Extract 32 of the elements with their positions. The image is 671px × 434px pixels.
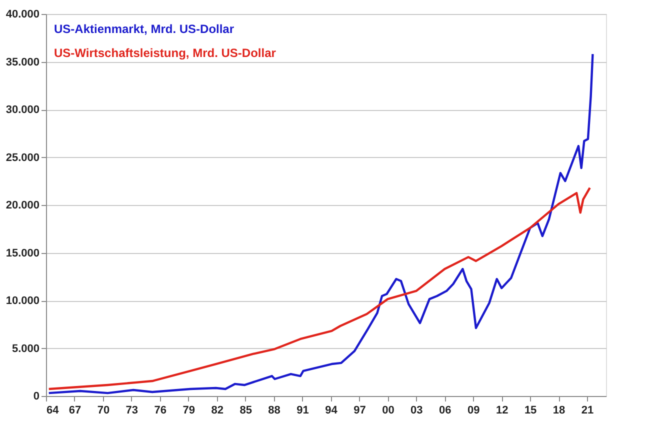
x-tick-label: 21 (581, 404, 594, 416)
line-series (48, 186, 591, 390)
y-tick-label: 5.000 (12, 342, 40, 355)
x-tick-label: 97 (354, 404, 366, 416)
x-tick-label: 85 (240, 404, 252, 416)
y-tick-label: 30.000 (6, 104, 40, 116)
x-tick-label: 12 (496, 404, 508, 416)
y-tick-label: 35.000 (6, 56, 40, 68)
x-tick-label: 91 (296, 404, 309, 416)
y-tick-label: 10.000 (6, 295, 40, 307)
x-tick-label: 70 (97, 404, 110, 416)
y-tick-label: 25.000 (6, 152, 40, 164)
y-tick-label: 0 (33, 390, 40, 402)
x-tick-label: 03 (410, 404, 423, 416)
y-tick-label: 20.000 (6, 200, 40, 212)
x-tick-label: 76 (154, 404, 167, 416)
x-tick-label: 00 (382, 404, 394, 416)
x-tick-label: 94 (325, 404, 338, 416)
x-tick-label: 73 (126, 404, 138, 416)
text: US-Wirtschaftsleistung, Mrd. US-Dollar (54, 46, 276, 60)
x-tick-label: 18 (552, 404, 566, 416)
x-tick-label: 06 (439, 404, 452, 416)
x-tick-label: 79 (182, 404, 195, 416)
x-tick-label: 67 (68, 404, 82, 416)
x-tick-label: 09 (467, 404, 480, 416)
x-tick-label: 82 (211, 404, 224, 416)
y-tick-label: 40.000 (6, 8, 40, 20)
x-tick-label: 15 (524, 404, 537, 416)
y-tick-label: 15.000 (6, 247, 40, 260)
text: US-Aktienmarkt, Mrd. US-Dollar (54, 22, 234, 36)
x-tick-label: 88 (268, 404, 280, 416)
x-tick-label: 64 (46, 404, 60, 416)
